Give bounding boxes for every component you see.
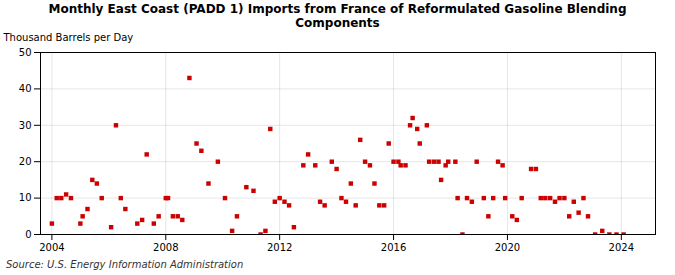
svg-text:0: 0: [25, 229, 31, 240]
svg-text:2004: 2004: [39, 242, 64, 253]
svg-text:2016: 2016: [381, 242, 406, 253]
svg-text:Thousand Barrels per Day: Thousand Barrels per Day: [3, 32, 134, 43]
svg-text:2008: 2008: [153, 242, 178, 253]
svg-text:50: 50: [19, 47, 32, 58]
html-text:Monthly East Coast (PADD 1) Im: Monthly East Coast (PADD 1) Imports from…: [48, 2, 627, 30]
svg-text:30: 30: [19, 120, 32, 131]
html-text:Source: U.S. Energy Informatio: Source: U.S. Energy Information Administ…: [6, 259, 244, 270]
svg-text:2012: 2012: [267, 242, 292, 253]
svg-text:20: 20: [19, 156, 32, 167]
svg-text:2024: 2024: [609, 242, 634, 253]
svg-text:10: 10: [19, 192, 32, 203]
svg-text:40: 40: [19, 83, 32, 94]
svg-text:2020: 2020: [495, 242, 520, 253]
